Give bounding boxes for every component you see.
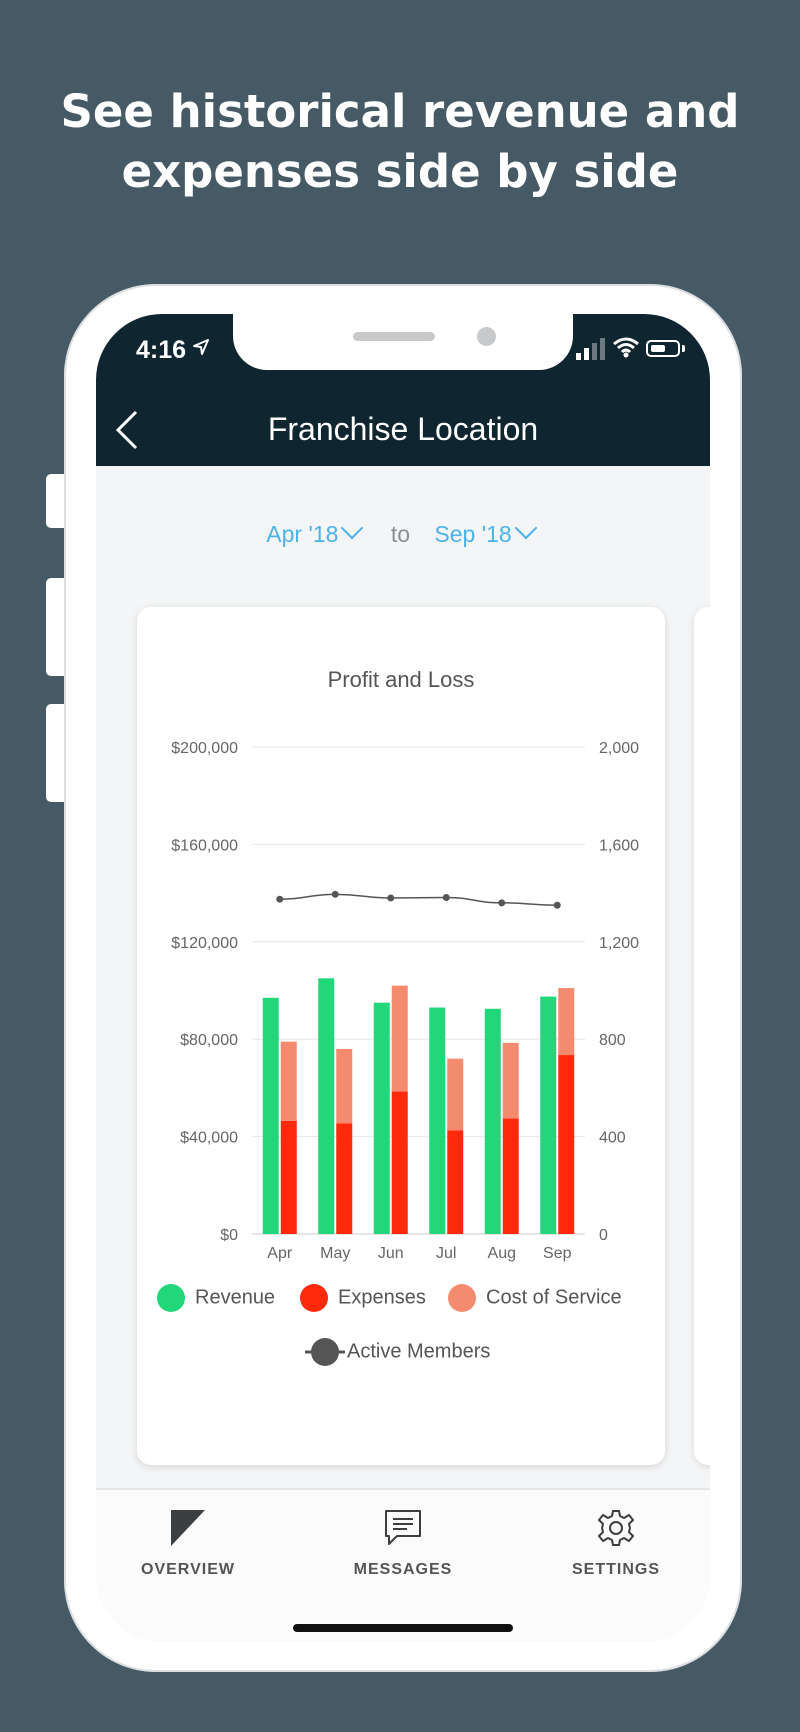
bar-cost-of-service [447,1058,464,1131]
battery-icon [646,340,680,357]
y-left-tick-label: $80,000 [180,1032,238,1049]
x-tick-label: Apr [267,1245,293,1262]
phone-screen: 4:16 Franchise Location Apr '18 [96,314,710,1642]
y-left-tick-label: $0 [220,1227,238,1244]
status-time: 4:16 [136,336,187,364]
legend-swatch-active-members [305,1338,345,1366]
page-title: Franchise Location [267,411,539,447]
tab-settings[interactable]: SETTINGS [536,1508,696,1579]
bar-revenue [373,1002,390,1234]
line-active-members [279,893,558,907]
point-active-members [553,901,561,909]
y-right-tick-label: 1,200 [599,935,639,952]
profit-loss-card[interactable]: Profit and Loss $0 0 $40,000 400 $80,000 800 $… [137,607,665,1465]
point-active-members [276,895,284,903]
x-tick-label: Sep [543,1245,572,1262]
bar-revenue [484,1008,501,1234]
date-range-separator: to [390,521,411,547]
legend-label: Active Members [347,1340,491,1363]
headline-line-2: expenses side by side [121,145,679,198]
bar-revenue [262,997,279,1234]
speaker-grille [353,332,435,341]
legend-swatch-revenue [157,1284,185,1312]
y-left-tick-label: $40,000 [180,1130,238,1147]
point-active-members [331,890,339,898]
date-range-selector: Apr '18 to Sep '18 [96,516,710,548]
legend-label: Expenses [338,1286,426,1309]
y-left-tick-label: $120,000 [171,935,238,952]
x-tick-label: Jul [436,1245,456,1262]
point-active-members [498,899,506,907]
overview-triangle-icon [171,1510,205,1546]
phone-side-button-volume-down [46,704,68,802]
next-card-peek[interactable] [694,607,710,1465]
legend-label: Cost of Service [486,1286,622,1309]
tab-bar: OVERVIEW MESSAGES SETTINGS [96,1488,710,1642]
point-active-members [442,893,450,901]
phone-notch [233,314,573,370]
chevron-left-icon[interactable] [110,408,150,452]
bar-expenses [502,1118,519,1234]
legend-swatch-expenses [300,1284,328,1312]
y-left-tick-label: $200,000 [171,740,238,757]
date-to-dropdown[interactable]: Sep '18 [434,516,539,547]
profit-loss-chart: $0 0 $40,000 400 $80,000 800 $120,000 1,200 $160… [171,740,639,1262]
bar-expenses [280,1120,297,1234]
bar-cost-of-service [280,1041,297,1121]
bar-expenses [391,1091,408,1234]
y-right-tick-label: 400 [599,1130,626,1147]
bar-cost-of-service [336,1048,353,1124]
y-left-tick-label: $160,000 [171,837,238,854]
bar-cost-of-service [391,985,408,1092]
front-camera [477,327,496,346]
location-arrow-icon [192,338,210,362]
bar-cost-of-service [502,1042,519,1119]
legend-label: Revenue [195,1286,276,1309]
battery-tip [682,345,685,352]
tab-label: MESSAGES [353,1561,453,1578]
headline: See historical revenue and expenses side… [0,82,800,202]
nav-bar: Franchise Location [96,394,710,466]
wifi-icon [613,337,639,358]
bar-revenue [318,978,335,1234]
y-right-tick-label: 1,600 [599,837,639,854]
x-tick-label: Aug [488,1245,516,1262]
y-right-tick-label: 800 [599,1032,626,1049]
chevron-down-icon [514,516,538,540]
headline-line-1: See historical revenue and [60,85,740,138]
gear-icon [598,1510,634,1546]
legend-active-members[interactable]: Active Members [305,1337,490,1367]
date-from-dropdown[interactable]: Apr '18 [266,516,366,547]
bar-expenses [558,1055,575,1234]
y-right-tick-label: 2,000 [599,740,639,757]
home-indicator [293,1624,513,1632]
cell-signal-icon [576,338,605,360]
tab-messages[interactable]: MESSAGES [323,1508,483,1579]
legend-cost-of-service[interactable]: Cost of Service [448,1284,622,1312]
point-active-members [387,894,395,902]
tab-label: SETTINGS [571,1561,660,1578]
x-tick-label: May [320,1245,350,1262]
chart-title: Profit and Loss [327,667,475,692]
bar-revenue [540,996,557,1234]
phone-side-button-volume-up [46,578,68,676]
bar-expenses [447,1130,464,1234]
chevron-down-icon [341,516,364,540]
legend-revenue[interactable]: Revenue [157,1284,275,1312]
legend-expenses[interactable]: Expenses [300,1284,426,1312]
message-bubble-icon [385,1510,421,1545]
bar-expenses [336,1123,353,1234]
bar-cost-of-service [558,988,575,1056]
bar-revenue [429,1007,446,1234]
status-bar: 4:16 [96,314,710,394]
y-right-tick-label: 0 [599,1227,608,1244]
phone-side-button-mute [46,474,68,528]
date-from-label: Apr '18 [266,521,339,547]
date-to-label: Sep '18 [434,521,512,547]
tab-label: OVERVIEW [141,1561,235,1578]
tab-overview[interactable]: OVERVIEW [108,1508,268,1579]
x-tick-label: Jun [378,1245,404,1262]
legend-swatch-cost-of-service [448,1284,476,1312]
